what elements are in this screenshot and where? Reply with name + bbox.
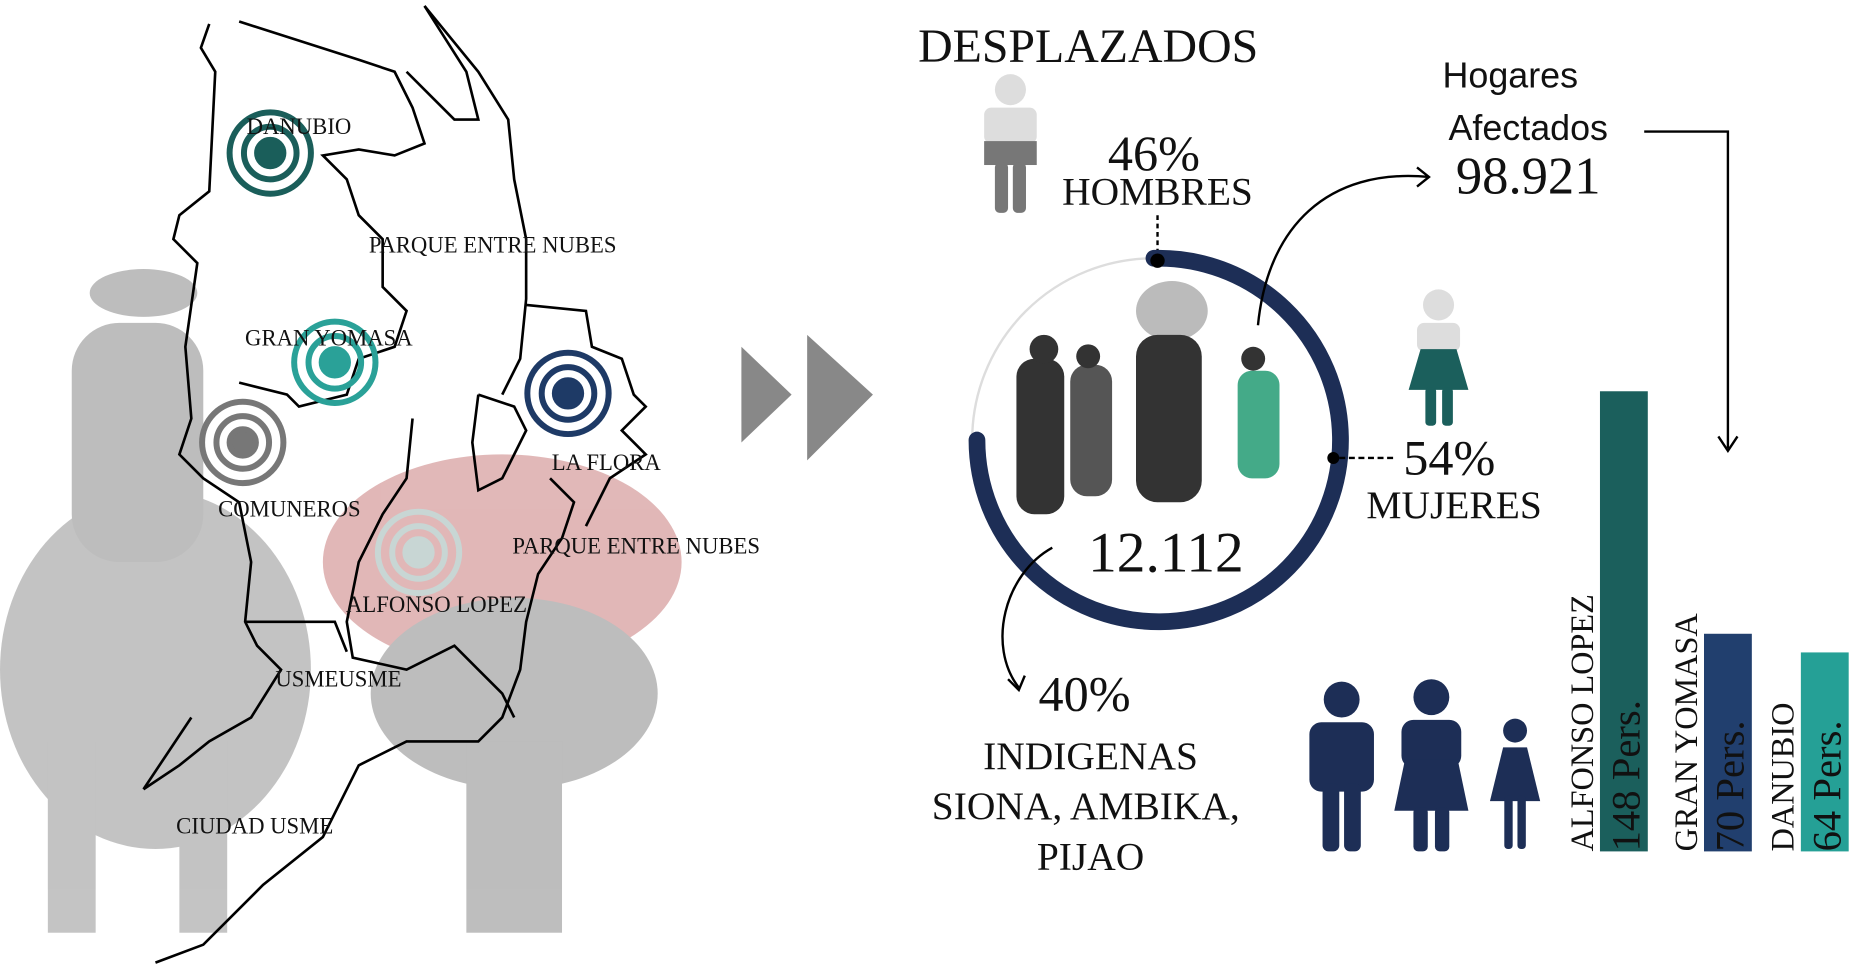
bar-category: GRAN YOMASA — [1668, 613, 1704, 852]
bar-value-label: 64 Pers. — [1804, 720, 1849, 851]
man-icon — [984, 74, 1037, 213]
family-icon — [1309, 679, 1540, 851]
bar-value-label: 148 Pers. — [1603, 700, 1648, 851]
woman-icon — [1409, 289, 1469, 425]
map-label: LA FLORA — [552, 450, 662, 475]
map-label: COMUNEROS — [218, 497, 361, 522]
people-photo — [1016, 281, 1279, 514]
bar-category: ALFONSO LOPEZ — [1564, 594, 1600, 851]
target-comuneros — [202, 402, 283, 483]
map-label: ALFONSO LOPEZ — [346, 592, 527, 617]
body: DANUBIO PARQUE ENTRE NUBES GRAN YOMASA L… — [0, 0, 1875, 965]
bar-category: DANUBIO — [1765, 703, 1801, 852]
map-label: GRAN YOMASA — [245, 326, 413, 351]
bar-value-label: 70 Pers. — [1707, 720, 1752, 851]
arrow — [1644, 132, 1728, 449]
target-alfonso-lopez — [378, 512, 459, 593]
men-label: HOMBRES — [1062, 169, 1253, 213]
households-label: Hogares — [1443, 55, 1579, 95]
forward-arrows — [741, 335, 873, 461]
women-pct: 54% — [1403, 430, 1495, 486]
map-label: USMEUSME — [275, 666, 401, 691]
indigenous-label: INDIGENAS — [983, 734, 1198, 778]
title: DESPLAZADOS — [918, 20, 1258, 73]
infographic: DANUBIO PARQUE ENTRE NUBES GRAN YOMASA L… — [0, 0, 1875, 965]
map-label: CIUDAD USME — [176, 813, 333, 838]
households-value: 98.921 — [1456, 148, 1601, 206]
map-label: DANUBIO — [247, 114, 352, 139]
households-label: Afectados — [1448, 108, 1607, 148]
map-label: PARQUE ENTRE NUBES — [369, 232, 617, 257]
page: Desplazados {"map": {"labels": ["DANUBIO… — [0, 0, 1875, 965]
target-la-flora — [527, 353, 608, 434]
total: 12.112 — [1088, 522, 1244, 585]
indigenous-label: SIONA, AMBIKA, — [932, 784, 1240, 828]
indigenous-pct: 40% — [1039, 665, 1131, 721]
women-label: MUJERES — [1366, 483, 1541, 527]
map-label: PARQUE ENTRE NUBES — [512, 534, 760, 559]
indigenous-label: PIJAO — [1037, 834, 1144, 878]
